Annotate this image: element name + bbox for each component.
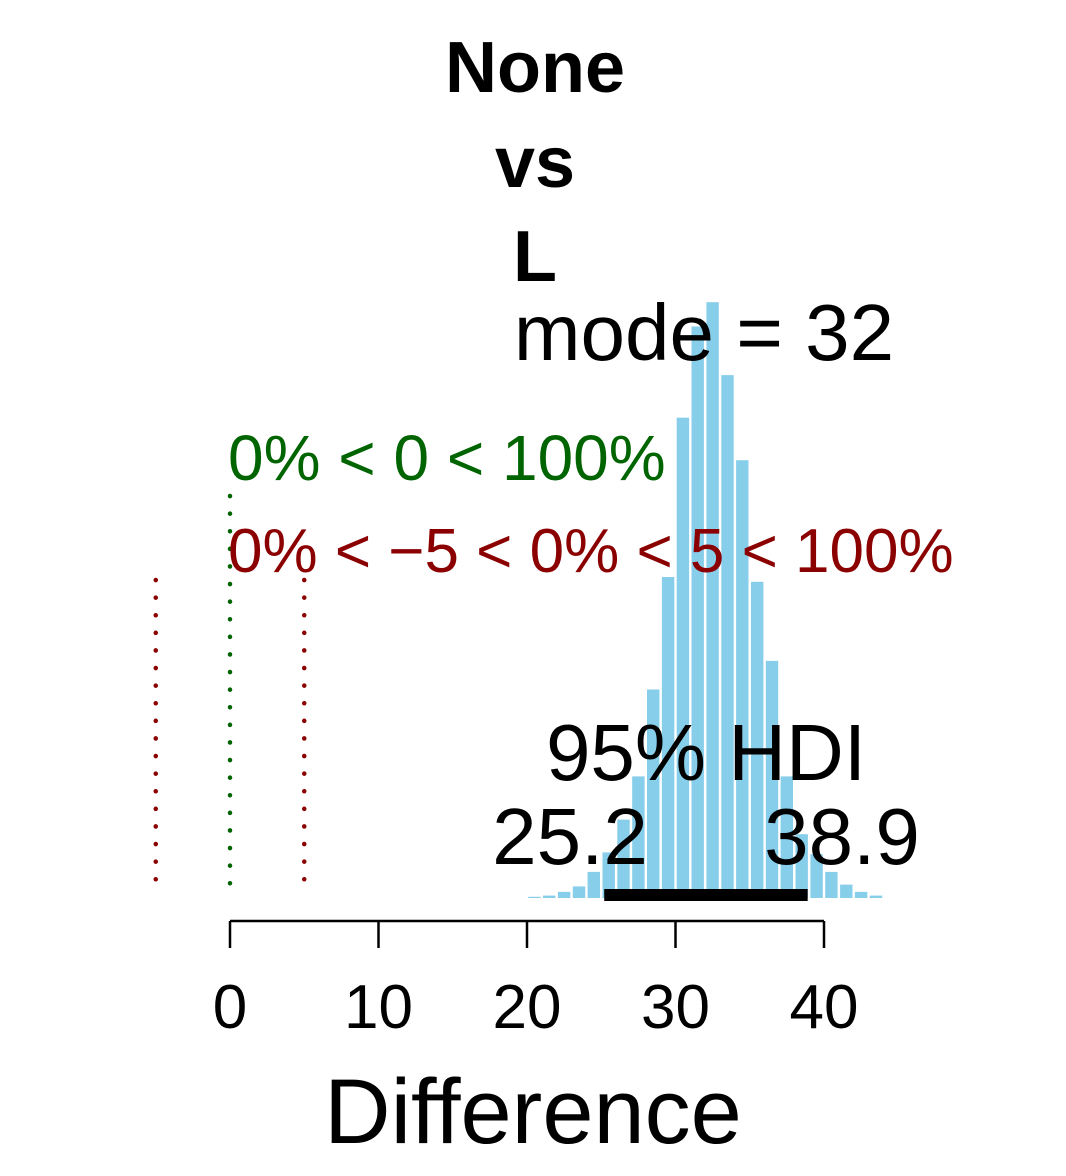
title-line-1: None (445, 28, 625, 108)
title-line-2: vs (495, 123, 575, 203)
hdi-label: 95% HDI (546, 708, 866, 797)
reference-lines (153, 493, 307, 899)
x-tick-label: 0 (213, 973, 247, 1042)
histogram-bar (854, 891, 868, 898)
histogram-bar (780, 776, 793, 898)
x-axis: 0 10 20 30 40 (213, 919, 859, 1042)
histogram-bar (840, 884, 853, 898)
title-line-3: L (513, 217, 557, 297)
x-tick-label: 40 (790, 973, 859, 1042)
hdi-low-label: 25.2 (492, 792, 648, 881)
histogram-bar (691, 326, 704, 898)
histogram-bar (528, 896, 541, 898)
histogram-bar (751, 581, 764, 898)
histogram-bar (617, 819, 630, 898)
histogram-bars (528, 302, 883, 899)
histogram-bar (736, 460, 749, 898)
x-tick-label: 30 (641, 973, 710, 1042)
histogram-bar (647, 689, 660, 898)
histogram-bar (721, 375, 734, 899)
histogram-bar (572, 886, 586, 898)
x-ticks: 0 10 20 30 40 (213, 921, 859, 1042)
histogram-bar (810, 854, 823, 898)
compare-value-label: 0% < 0 < 100% (228, 422, 666, 494)
histogram-bar (587, 871, 600, 898)
histogram-bar (557, 891, 571, 898)
hdi-high-label: 38.9 (764, 792, 920, 881)
histogram-bar (602, 852, 615, 898)
histogram-bar (706, 302, 719, 898)
histogram-bar (543, 895, 556, 898)
x-axis-label: Difference (324, 1061, 742, 1163)
histogram-bar (632, 776, 645, 898)
histogram-bar (825, 871, 838, 898)
x-tick-label: 20 (493, 973, 562, 1042)
histogram-bar (765, 660, 779, 898)
histogram-bar (795, 834, 808, 898)
mode-label: mode = 32 (514, 288, 894, 377)
histogram-bar (869, 895, 883, 898)
rope-label: 0% < −5 < 0% < 5 < 100% (228, 517, 954, 586)
x-tick-label: 10 (344, 973, 413, 1042)
histogram-bar (661, 577, 675, 898)
histogram-bar (676, 417, 690, 898)
